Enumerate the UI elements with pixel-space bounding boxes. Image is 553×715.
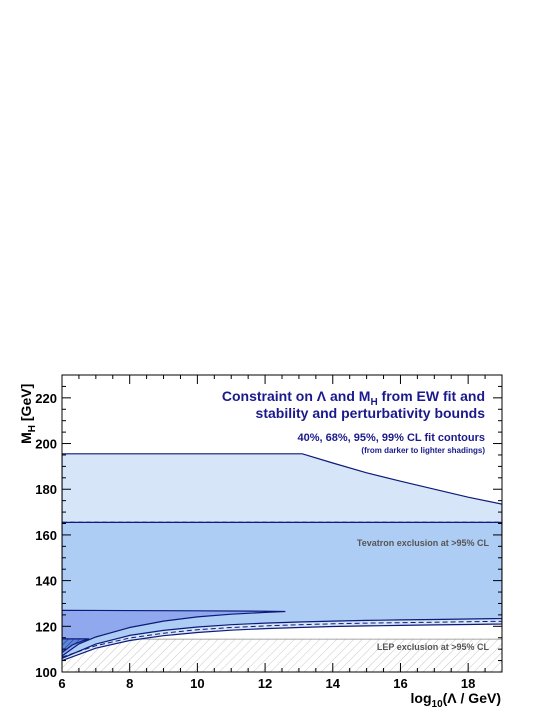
- chart-title-line-1: Constraint on Λ and MH from EW fit and: [221, 388, 485, 408]
- contour-note: 40%, 68%, 95%, 99% CL fit contours: [297, 432, 485, 444]
- y-tick-label: 200: [35, 437, 57, 452]
- lep-exclusion-band: [62, 639, 502, 672]
- y-tick-label: 180: [35, 482, 57, 497]
- x-tick-label: 14: [326, 676, 341, 691]
- y-axis-label: MH [GeV]: [18, 383, 38, 444]
- x-tick-label: 16: [393, 676, 407, 691]
- region-68cl: [62, 609, 286, 657]
- y-tick-label: 120: [35, 619, 57, 634]
- x-tick-label: 8: [126, 676, 133, 691]
- region-95cl: [62, 521, 502, 659]
- shading-note: (from darker to lighter shadings): [361, 446, 485, 455]
- region-40cl-hatch: [62, 638, 90, 653]
- dashed-lower-curve: [62, 620, 502, 658]
- tevatron-label: Tevatron exclusion at >95% CL: [356, 538, 489, 548]
- x-tick-label: 18: [461, 676, 475, 691]
- chart-title-line-2: stability and perturbativity bounds: [255, 405, 485, 421]
- y-tick-label: 140: [35, 574, 57, 589]
- y-tick-label: 160: [35, 528, 57, 543]
- x-tick-label: 10: [190, 676, 204, 691]
- x-tick-label: 12: [258, 676, 272, 691]
- y-tick-label: 100: [35, 665, 57, 680]
- x-tick-label: 6: [58, 676, 65, 691]
- x-axis-label: log10(Λ / GeV): [410, 690, 501, 710]
- lep-label: LEP exclusion at >95% CL: [376, 642, 489, 652]
- y-tick-label: 220: [35, 391, 57, 406]
